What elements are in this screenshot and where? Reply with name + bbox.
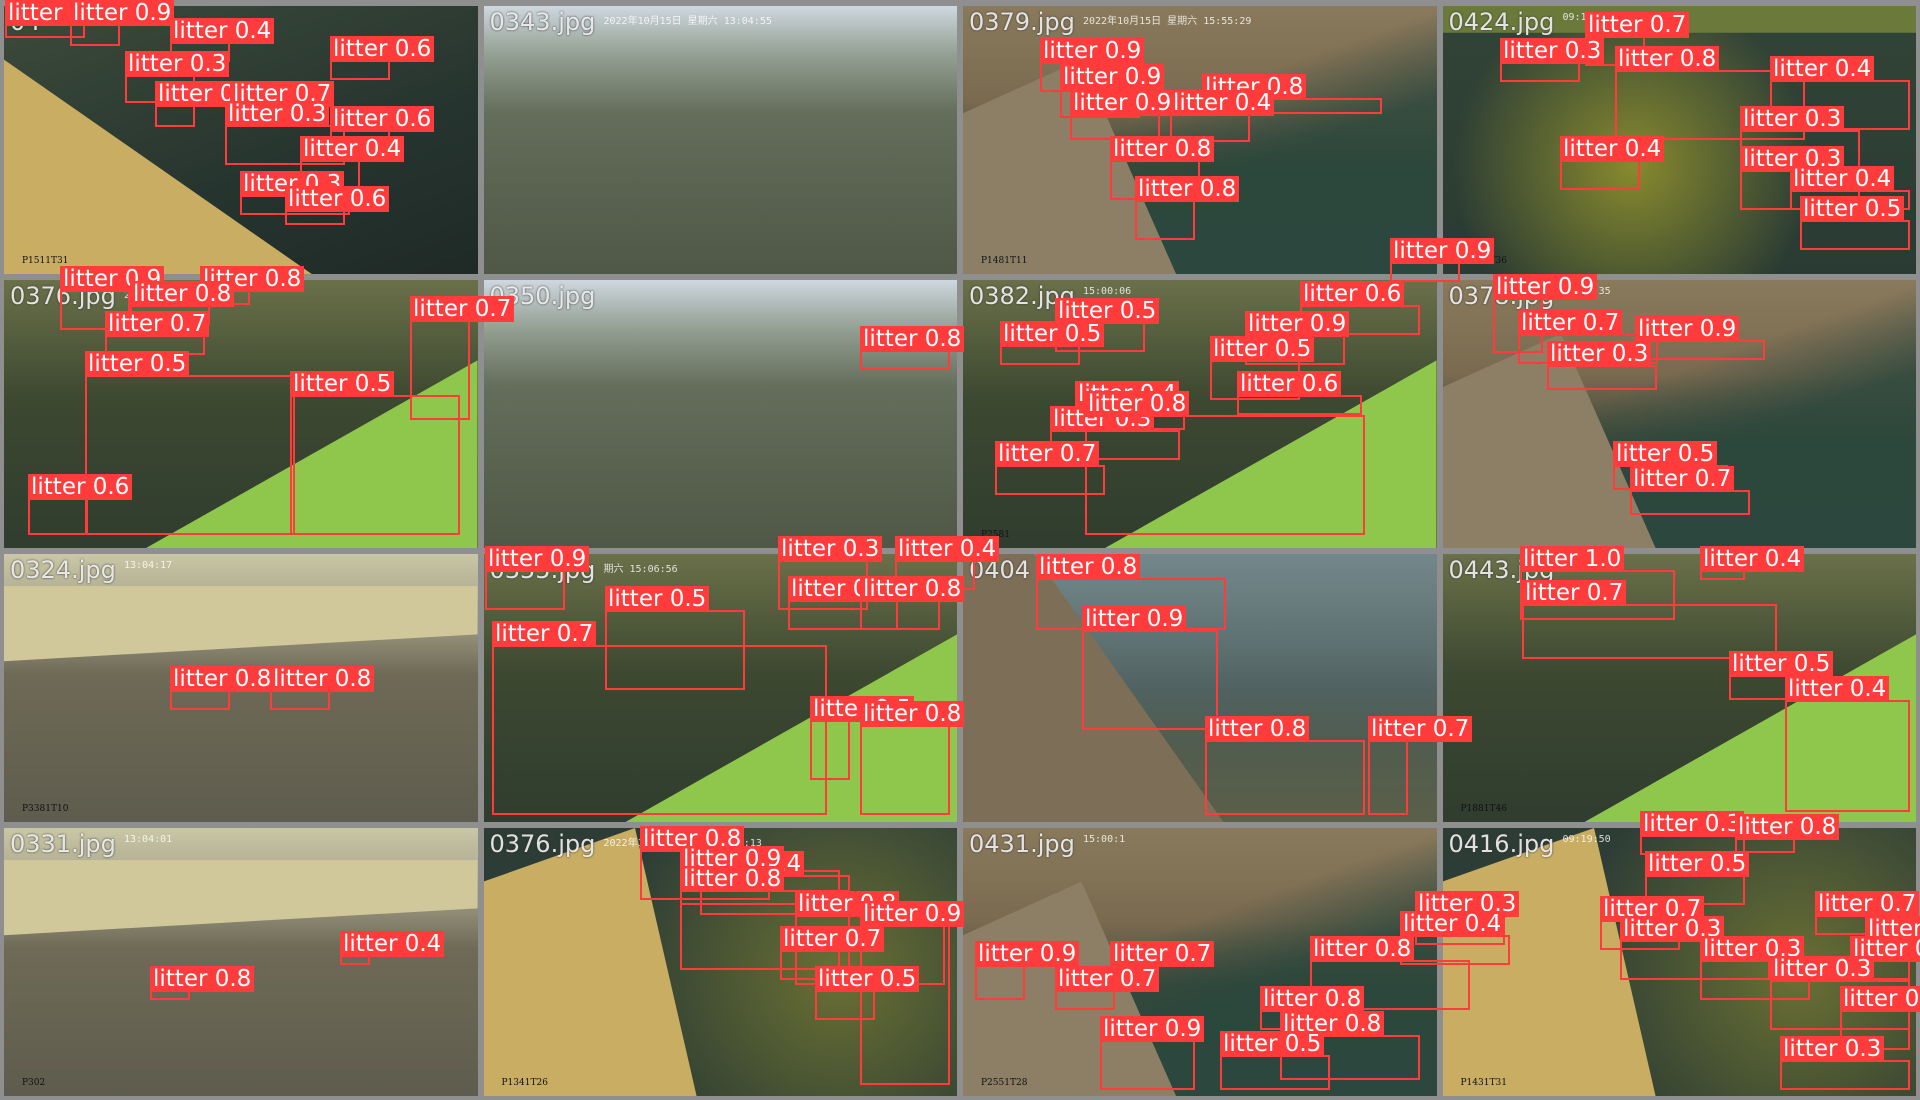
water-surface (483, 6, 957, 274)
image-filename: 0424.jpg (1448, 8, 1555, 36)
image-timestamp: 13:04:17 (124, 560, 173, 571)
image-tile: 0343.jpg 2022年10月15日 星期六 13:04:55 (483, 6, 957, 274)
image-timestamp: 2022年10月15日 星期六 15:55:29 (1083, 16, 1252, 27)
image-filename: 0331.jpg (10, 830, 116, 858)
image-tile: 0355.jpg 期六 15:06:56 (483, 554, 957, 822)
camera-id: P302 (22, 1078, 46, 1088)
image-tile: 04 P1511T31 (4, 6, 478, 274)
image-filename: 0416.jpg (1448, 830, 1555, 858)
camera-id: P1881T36 (1460, 256, 1507, 266)
image-filename: 0379.jpg (969, 8, 1075, 36)
image-tile: 0382.jpg 15:00:06 P2581 (963, 280, 1437, 548)
image-timestamp: 2022年 17 (124, 290, 177, 301)
camera-id: P3381T10 (22, 804, 69, 814)
image-timestamp: 15:55:35 (1562, 286, 1611, 297)
water-surface (483, 280, 957, 548)
image-filename: 0431.jpg (969, 830, 1075, 858)
image-timestamp: 2022年10月18日 星期 07:19:13 (603, 838, 762, 849)
image-tile: 0443.jpg 15:07:08 P1881T46 (1442, 554, 1916, 822)
camera-id: P2581 (981, 530, 1010, 540)
camera-id: P1431T31 (1460, 1078, 1507, 1088)
image-filename: 0404 (969, 556, 1031, 584)
image-filename: 04 (10, 8, 41, 36)
scene-background (483, 280, 957, 548)
image-tile: 0416.jpg 09:19:50 P1431T31 (1442, 828, 1916, 1096)
scene-background (483, 6, 957, 274)
image-tile: 0350.jpg (483, 280, 957, 548)
camera-id: P1881T46 (1460, 804, 1507, 814)
image-filename: 0378.jpg (1448, 282, 1555, 310)
image-timestamp: 2022年10月15日 星期六 13:04:55 (603, 16, 772, 27)
detection-grid: 04 P1511T31 0343.jpg 2022年10月15日 星期六 13:04:… (4, 6, 1916, 1096)
image-tile: 0376.jpg 2022年10月18日 星期 07:19:13 P1341T26 (483, 828, 957, 1096)
camera-id: P1511T31 (22, 256, 69, 266)
image-timestamp: 09:19:50 (1562, 834, 1611, 845)
camera-id: P1481T11 (981, 256, 1028, 266)
image-filename: 0355.jpg (489, 556, 596, 584)
image-tile: 0376.jpg 2022年 17 (4, 280, 478, 548)
image-filename: 0443.jpg (1448, 556, 1555, 584)
image-tile: 0331.jpg 13:04:01 P302 (4, 828, 478, 1096)
image-timestamp: 期六 15:06:56 (603, 564, 678, 575)
image-filename: 0376.jpg (489, 830, 596, 858)
water-surface (1442, 6, 1916, 274)
image-filename: 0350.jpg (489, 282, 596, 310)
image-tile: 0431.jpg 15:00:1 P2551T28 (963, 828, 1437, 1096)
image-filename: 0376.jpg (10, 282, 116, 310)
image-timestamp: 15:00:1 (1083, 834, 1126, 845)
camera-id: P2551T28 (981, 1078, 1028, 1088)
image-tile: 0424.jpg 09:17:30 P1881T36 (1442, 6, 1916, 274)
image-tile: 0378.jpg 15:55:35 (1442, 280, 1916, 548)
image-filename: 0324.jpg (10, 556, 116, 584)
image-tile: 0379.jpg 2022年10月15日 星期六 15:55:29 P1481T11 (963, 6, 1437, 274)
image-timestamp: 09:17:30 (1562, 12, 1611, 23)
image-timestamp: 13:04:01 (124, 834, 173, 845)
image-timestamp: 15:07:08 (1562, 560, 1611, 571)
image-timestamp: 15:00:06 (1083, 286, 1132, 297)
image-filename: 0382.jpg (969, 282, 1075, 310)
image-tile: 0404 (963, 554, 1437, 822)
camera-id: P1341T26 (501, 1078, 548, 1088)
image-tile: 0324.jpg 13:04:17 P3381T10 (4, 554, 478, 822)
image-filename: 0343.jpg (489, 8, 596, 36)
